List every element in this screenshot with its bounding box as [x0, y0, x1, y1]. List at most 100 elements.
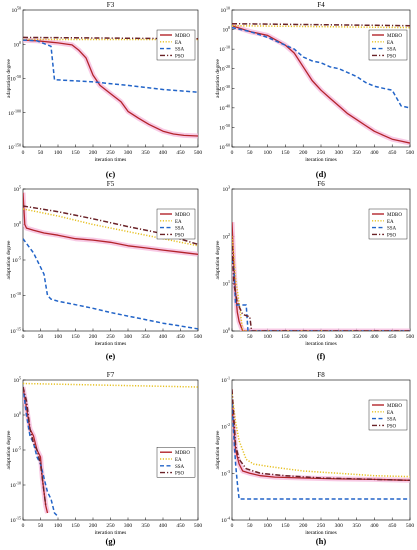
x-tick-label: 350 [141, 523, 150, 529]
legend-label-MDBO: MDBO [387, 213, 402, 218]
x-tick-label: 150 [71, 523, 80, 529]
y-tick-label: 100 [14, 40, 22, 49]
x-tick-label: 100 [54, 150, 63, 156]
x-tick-label: 50 [247, 150, 253, 156]
legend-label-MDBO: MDBO [387, 404, 402, 409]
series-line-SSA [232, 259, 410, 331]
chart-panel-d: F4 1010 100 10-10 10-20 10-30 10-40 10-50 10-600… [215, 1, 414, 179]
x-tick-label: 200 [299, 523, 308, 529]
chart-title: F5 [107, 180, 115, 188]
panel-caption: (g) [106, 536, 116, 546]
legend-label-SSA: SSA [175, 465, 185, 470]
x-tick-label: 200 [89, 150, 98, 156]
x-tick-label: 350 [141, 150, 150, 156]
x-tick-label: 0 [22, 334, 25, 340]
y-tick-label: 10-5 [12, 256, 21, 265]
x-tick-label: 300 [335, 334, 344, 340]
x-tick-label: 400 [370, 334, 379, 340]
x-tick-label: 450 [388, 334, 397, 340]
x-tick-label: 300 [124, 334, 133, 340]
series-line-MDBO [232, 407, 410, 481]
x-tick-label: 0 [231, 150, 234, 156]
y-tick-label: 103 [223, 185, 231, 194]
x-tick-label: 0 [22, 150, 25, 156]
series-line-PSO [232, 245, 410, 331]
x-tick-label: 300 [124, 150, 133, 156]
y-tick-label: 105 [14, 376, 22, 385]
x-tick-label: 250 [106, 523, 115, 529]
panel-caption: (d) [316, 169, 327, 179]
y-tick-label: 10-3 [221, 469, 230, 478]
series-line-MDBO [23, 39, 198, 137]
legend-label-EA: EA [387, 220, 394, 225]
x-tick-label: 0 [22, 523, 25, 529]
chart-title: F6 [317, 180, 325, 188]
x-tick-label: 500 [194, 334, 203, 340]
x-tick-label: 400 [159, 150, 168, 156]
x-tick-label: 450 [176, 334, 185, 340]
legend-label-PSO: PSO [175, 472, 185, 477]
legend-label-EA: EA [387, 41, 394, 46]
y-tick-label: 10-15 [10, 516, 21, 525]
series-line-SSA [232, 26, 410, 109]
x-tick-label: 450 [388, 523, 397, 529]
x-tick-label: 50 [247, 523, 253, 529]
legend-label-EA: EA [175, 41, 182, 46]
x-tick-label: 300 [335, 523, 344, 529]
x-tick-label: 300 [335, 150, 344, 156]
x-tick-label: 50 [38, 334, 44, 340]
x-tick-label: 100 [263, 150, 272, 156]
x-tick-label: 150 [71, 150, 80, 156]
x-axis-label: iteration times [305, 341, 337, 347]
y-axis-label: adaptation degree [215, 430, 221, 469]
legend-label-MDBO: MDBO [387, 34, 402, 39]
x-tick-label: 400 [370, 150, 379, 156]
x-tick-label: 50 [247, 334, 253, 340]
legend-label-EA: EA [175, 220, 182, 225]
series-line-PSO [232, 389, 410, 482]
chart-title: F7 [107, 371, 115, 379]
y-tick-label: 101 [223, 279, 231, 288]
y-tick-label: 10-50 [219, 123, 230, 132]
x-tick-label: 50 [38, 150, 44, 156]
chart-title: F8 [317, 371, 325, 379]
y-tick-label: 10-10 [219, 45, 230, 54]
legend-label-SSA: SSA [175, 227, 185, 232]
x-tick-label: 0 [231, 334, 234, 340]
chart-panel-g: F7 105 100 10-5 10-10 10-150 50 100 150 200 250 300… [6, 371, 202, 546]
x-tick-label: 200 [89, 523, 98, 529]
chart-title: F4 [317, 1, 325, 9]
x-tick-label: 250 [106, 150, 115, 156]
y-tick-label: 10-30 [219, 84, 230, 93]
x-tick-label: 250 [317, 150, 326, 156]
x-tick-label: 50 [38, 523, 44, 529]
legend-label-PSO: PSO [175, 54, 185, 59]
y-axis-label: adaptation degree [6, 240, 12, 279]
legend-label-SSA: SSA [175, 48, 185, 53]
series-line-EA [232, 393, 410, 478]
chart-title: F3 [107, 1, 115, 9]
y-tick-label: 10-10 [10, 481, 21, 490]
x-tick-label: 500 [406, 150, 415, 156]
y-axis-label: adaptation degree [6, 430, 12, 469]
panel-caption: (h) [316, 536, 327, 546]
series-line-EA [232, 236, 410, 331]
series-line-EA [23, 382, 198, 388]
x-axis-label: iteration times [95, 341, 127, 347]
series-line-SSA [232, 403, 410, 500]
x-tick-label: 350 [352, 150, 361, 156]
y-tick-label: 1050 [12, 6, 22, 15]
chart-panel-e: F5 105 100 10-5 10-10 10-150 50 100 150 200 250 300… [6, 180, 202, 361]
x-tick-label: 500 [406, 523, 415, 529]
x-tick-label: 350 [352, 334, 361, 340]
legend-label-MDBO: MDBO [175, 34, 190, 39]
legend-label-MDBO: MDBO [175, 213, 190, 218]
series-line-PSO [23, 386, 47, 507]
x-tick-label: 350 [352, 523, 361, 529]
